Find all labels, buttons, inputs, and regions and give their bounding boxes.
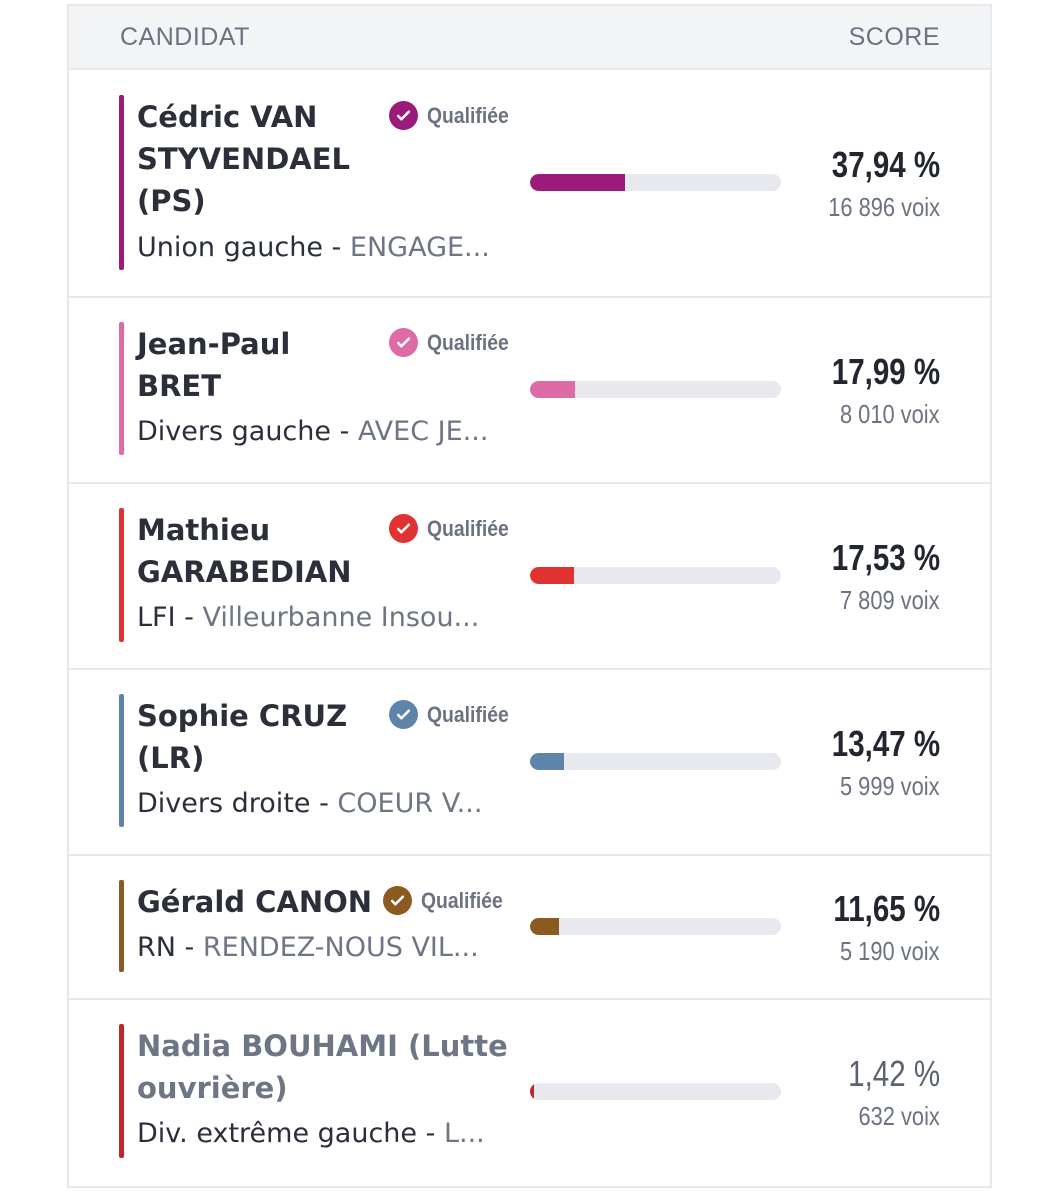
candidate-name: Jean-Paul BRET — [137, 327, 291, 403]
score-percent: 13,47 % — [831, 723, 940, 764]
score-percent: 37,94 % — [831, 144, 940, 185]
score-percent: 17,99 % — [831, 351, 940, 392]
vote-count: 8 010 voix — [840, 399, 940, 429]
candidate-row: Nadia BOUHAMI (Lutte ouvrière) Div. extr… — [69, 1000, 990, 1186]
check-circle-icon — [389, 700, 418, 729]
party-color-stripe — [119, 1024, 124, 1158]
score-bar-fill — [530, 753, 564, 770]
score-bar-fill — [530, 174, 626, 191]
vote-count: 7 809 voix — [840, 585, 940, 615]
candidate-name: Nadia BOUHAMI (Lutte ouvrière) — [137, 1029, 508, 1105]
score-bar — [530, 918, 781, 935]
header-candidate: CANDIDAT — [120, 22, 250, 51]
score-percent: 1,42 % — [848, 1053, 940, 1094]
score-bar — [530, 567, 781, 584]
score-bar-fill — [530, 918, 560, 935]
party-color-stripe — [119, 322, 124, 455]
candidate-name: Mathieu GARABEDIAN — [137, 513, 352, 589]
score-bar — [530, 174, 781, 191]
check-circle-icon — [389, 328, 418, 357]
score-bar-fill — [530, 381, 576, 398]
score-bar — [530, 381, 781, 398]
vote-count: 632 voix — [858, 1101, 940, 1131]
candidate-party: Divers droite - COEUR V... — [137, 788, 483, 819]
party-color-stripe — [119, 694, 124, 827]
qualified-badge: Qualifiée — [389, 514, 520, 543]
qualified-label: Qualifiée — [427, 515, 509, 541]
party-color-stripe — [119, 880, 124, 972]
party-color-stripe — [119, 95, 124, 270]
qualified-badge: Qualifiée — [383, 886, 514, 915]
candidate-row: Jean-Paul BRET Qualifiée Divers gauche -… — [69, 298, 990, 484]
check-circle-icon — [389, 101, 418, 130]
score-bar — [530, 1083, 781, 1100]
candidate-row: Gérald CANON Qualifiée RN - RENDEZ-NOUS … — [69, 856, 990, 1000]
candidate-name: Gérald CANON — [137, 885, 373, 919]
score-percent: 17,53 % — [831, 537, 940, 578]
candidate-party: RN - RENDEZ-NOUS VIL... — [137, 932, 479, 963]
header-score: SCORE — [848, 22, 940, 51]
candidate-name: Sophie CRUZ (LR) — [137, 699, 348, 775]
candidate-name: Cédric VAN STYVENDAEL (PS) — [137, 100, 350, 218]
score-percent: 11,65 % — [833, 888, 940, 929]
qualified-badge: Qualifiée — [389, 700, 520, 729]
check-circle-icon — [383, 886, 412, 915]
vote-count: 5 999 voix — [840, 771, 940, 801]
vote-count: 16 896 voix — [828, 192, 940, 222]
candidate-row: Sophie CRUZ (LR) Qualifiée Divers droite… — [69, 670, 990, 856]
score-bar — [530, 753, 781, 770]
vote-count: 5 190 voix — [840, 936, 940, 966]
candidate-party: LFI - Villeurbanne Insou... — [137, 602, 480, 633]
qualified-label: Qualifiée — [421, 887, 503, 913]
qualified-badge: Qualifiée — [389, 101, 520, 130]
qualified-label: Qualifiée — [427, 329, 509, 355]
candidate-party: Divers gauche - AVEC JE... — [137, 416, 489, 447]
qualified-label: Qualifiée — [427, 701, 509, 727]
results-table: CANDIDAT SCORE Cédric VAN STYVENDAEL (PS… — [67, 4, 992, 1188]
check-circle-icon — [389, 514, 418, 543]
candidate-row: Cédric VAN STYVENDAEL (PS) Qualifiée Uni… — [69, 70, 990, 298]
candidate-party: Union gauche - ENGAGE... — [137, 232, 490, 263]
candidate-row: Mathieu GARABEDIAN Qualifiée LFI - Ville… — [69, 484, 990, 670]
qualified-badge: Qualifiée — [389, 328, 520, 357]
table-header: CANDIDAT SCORE — [69, 6, 990, 70]
candidate-party: Div. extrême gauche - L... — [137, 1118, 485, 1149]
score-bar-fill — [530, 1083, 534, 1100]
party-color-stripe — [119, 508, 124, 642]
qualified-label: Qualifiée — [427, 102, 509, 128]
score-bar-fill — [530, 567, 574, 584]
